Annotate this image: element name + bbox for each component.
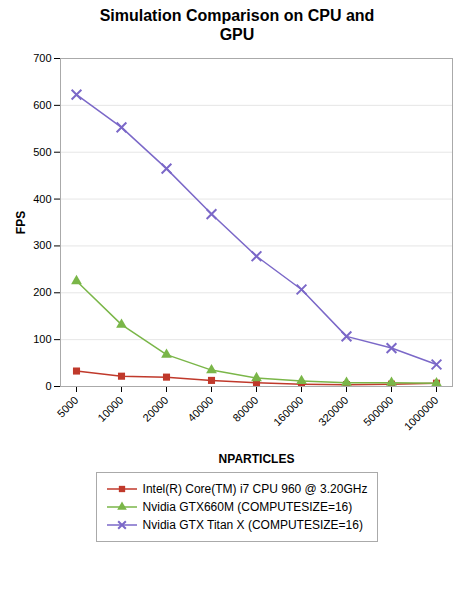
svg-text:FPS: FPS xyxy=(14,211,28,234)
html-text:Nvidia GTX Titan X (COMPUTESIZ: Nvidia GTX Titan X (COMPUTESIZE=16) xyxy=(142,518,363,533)
svg-text:500: 500 xyxy=(33,146,51,158)
svg-text:500000: 500000 xyxy=(361,394,395,428)
svg-text:320000: 320000 xyxy=(316,394,350,428)
svg-text:200: 200 xyxy=(33,287,51,299)
svg-text:600: 600 xyxy=(33,99,51,111)
svg-text:100: 100 xyxy=(33,334,51,346)
html-text:Simulation Comparison on CPU a: Simulation Comparison on CPU and GPU xyxy=(99,7,375,44)
svg-text:NPARTICLES: NPARTICLES xyxy=(219,452,295,466)
svg-text:0: 0 xyxy=(45,380,51,392)
svg-text:80000: 80000 xyxy=(230,394,260,424)
svg-text:10000: 10000 xyxy=(95,394,125,424)
svg-text:300: 300 xyxy=(33,240,51,252)
svg-text:700: 700 xyxy=(33,52,51,64)
svg-text:20000: 20000 xyxy=(140,394,170,424)
html-text:Nvidia GTX660M (COMPUTESIZE=16: Nvidia GTX660M (COMPUTESIZE=16) xyxy=(142,500,353,515)
svg-text:1000000: 1000000 xyxy=(402,394,441,433)
svg-text:400: 400 xyxy=(33,193,51,205)
svg-text:5000: 5000 xyxy=(55,394,81,420)
svg-text:40000: 40000 xyxy=(185,394,215,424)
svg-text:160000: 160000 xyxy=(271,394,305,428)
html-text:Intel(R) Core(TM) i7 CPU 960 @: Intel(R) Core(TM) i7 CPU 960 @ 3.20GHz xyxy=(142,482,368,497)
